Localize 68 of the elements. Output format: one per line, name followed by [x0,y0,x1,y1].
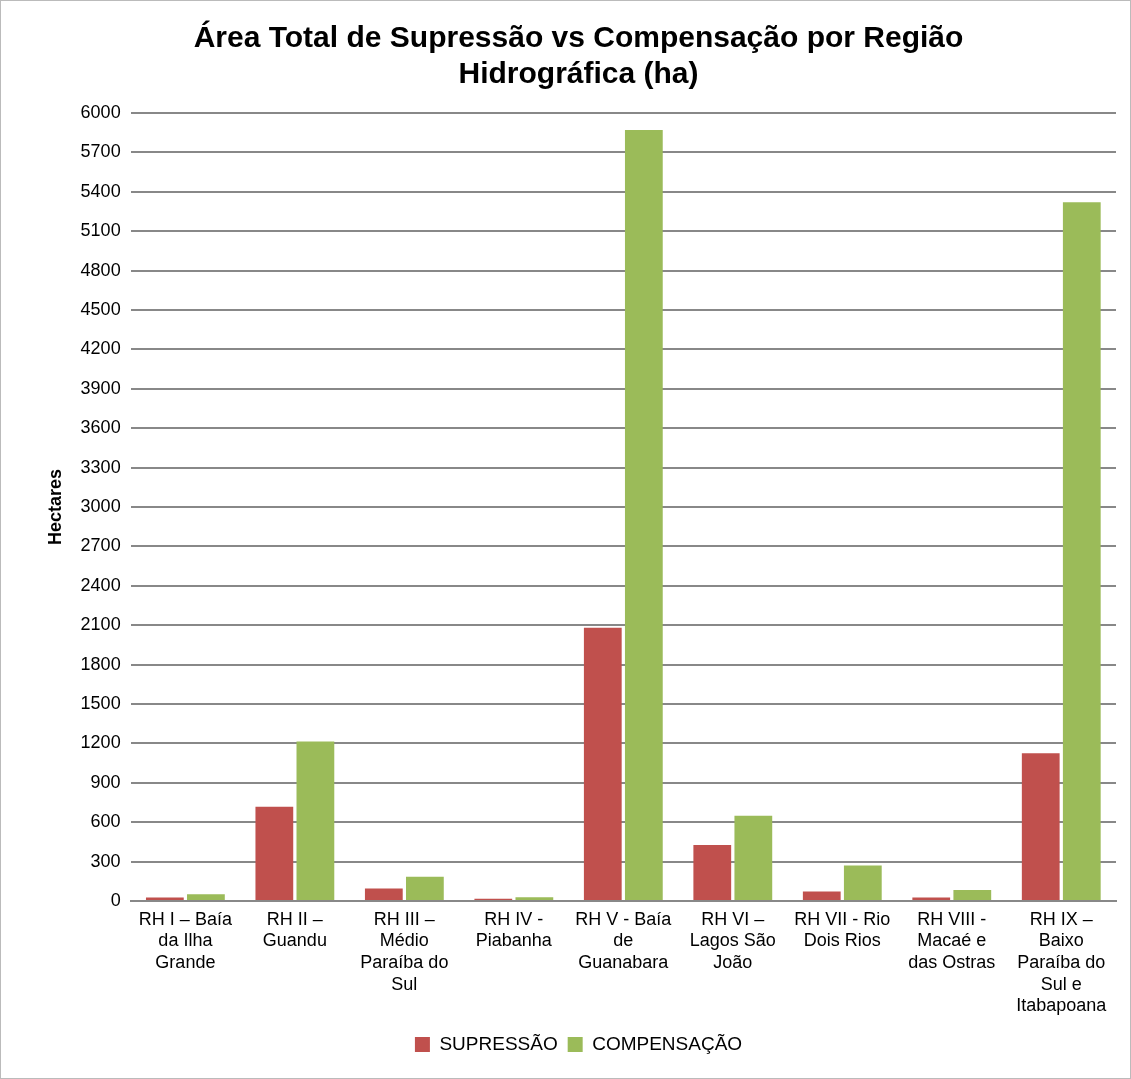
y-tick-label: 4500 [80,298,121,319]
category-label: RH VI – [701,908,765,929]
category-label: Guandu [262,930,327,951]
category-label: Médio [379,930,429,951]
bar [515,897,554,900]
y-tick-label: 5400 [80,180,121,201]
category-label: Itabapoana [1016,995,1107,1016]
bar [953,889,992,900]
category-label: Grande [155,951,216,972]
bar [624,130,663,900]
category-label: RH VIII - [917,908,987,929]
category-label: RH I – Baía [138,908,232,929]
legend-label: SUPRESSÃO [439,1032,558,1054]
bar [583,627,622,900]
bar [255,806,294,900]
category-label: Paraíba do [1017,951,1106,972]
bar [693,844,732,900]
y-tick-label: 1800 [80,653,121,674]
category-label: Lagos São [689,930,776,951]
category-label: da Ilha [158,930,213,951]
y-tick-label: 4800 [80,259,121,280]
y-tick-label: 0 [110,889,121,910]
bar [364,888,403,900]
y-tick-label: 2100 [80,614,121,635]
category-label: Dois Rios [803,930,881,951]
text: Área Total de Supressão vs Compensação por Região [193,20,964,54]
category-label: RH IX – [1029,908,1093,929]
category-label: RH II – [266,908,323,929]
bar [1021,753,1060,900]
category-label: João [713,951,753,972]
category-label: Macaé e [917,930,987,951]
text: Hidrográfica (ha) [458,56,699,90]
category-label: RH IV - [484,908,544,929]
category-label: de [613,930,634,951]
y-tick-label: 5100 [80,220,121,241]
y-tick-label: 5700 [80,141,121,162]
category-label: Paraíba do [360,951,449,972]
bar [406,876,444,900]
bar [802,891,841,900]
bar [734,815,773,900]
y-axis-title: Hectares [44,468,65,546]
bar [187,894,225,900]
y-tick-label: 4200 [80,338,121,359]
y-tick-label: 1500 [80,692,121,713]
category-label: Guanabara [578,951,669,972]
bar [296,741,335,900]
category-label: RH V - Baía [575,908,672,929]
y-tick-label: 3900 [80,377,121,398]
category-label: Piabanha [475,930,552,951]
category-label: das Ostras [908,951,996,972]
y-tick-label: 600 [90,811,121,832]
y-tick-label: 6000 [80,101,121,122]
legend-label: COMPENSAÇÃO [592,1032,743,1054]
y-tick-label: 1200 [80,732,121,753]
category-label: RH VII - Rio [794,908,891,929]
bar [843,865,882,900]
category-label: RH III – [373,908,435,929]
category-label: Sul e [1040,973,1082,994]
category-label: Baixo [1038,930,1084,951]
y-tick-label: 3000 [80,495,121,516]
y-tick-label: 300 [90,850,121,871]
y-tick-label: 2700 [80,535,121,556]
y-tick-label: 900 [90,771,121,792]
category-label: Sul [391,973,418,994]
y-tick-label: 3600 [80,417,121,438]
y-tick-label: 2400 [80,574,121,595]
y-tick-label: 3300 [80,456,121,477]
bar [1062,202,1101,900]
